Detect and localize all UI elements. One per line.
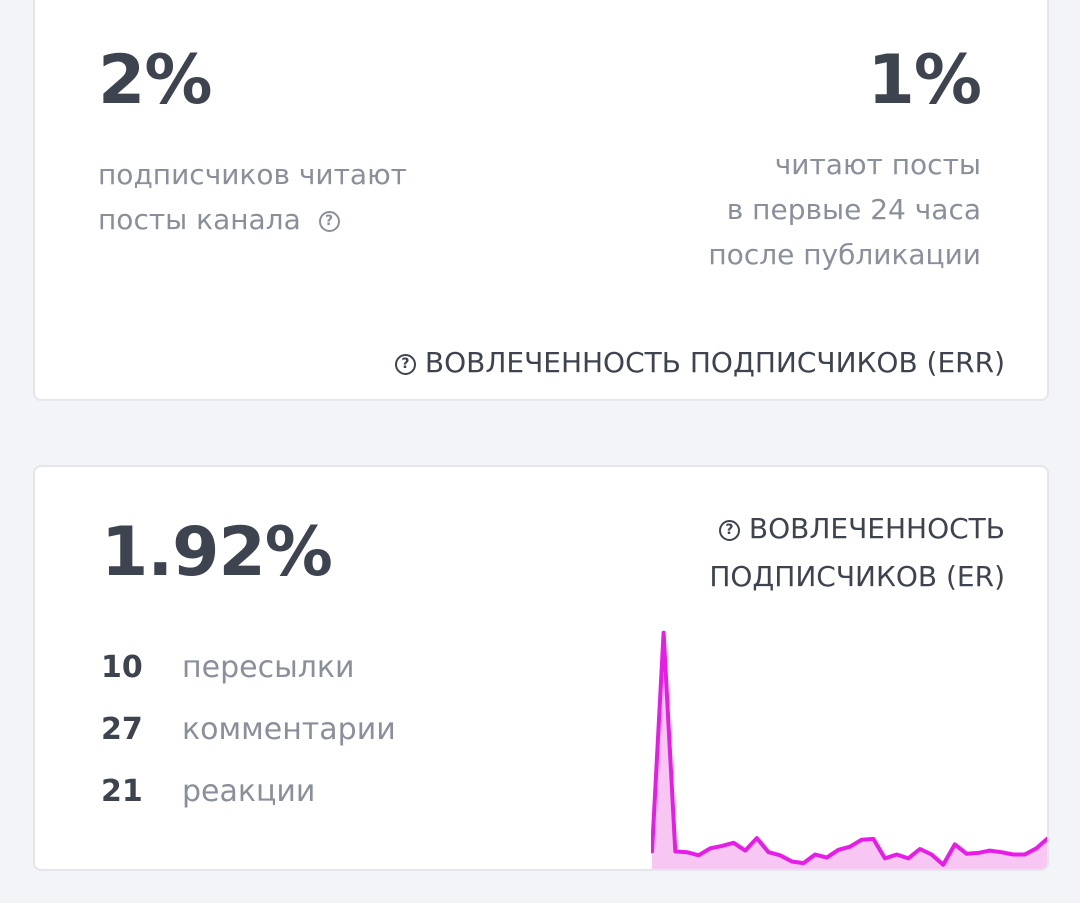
err-left-desc-line1: подписчиков читают — [98, 158, 407, 191]
stat-row-comments: 27 комментарии — [101, 710, 396, 750]
err-right-description: читают посты в первые 24 часа после публ… — [708, 142, 981, 277]
stat-reactions-label: реакции — [182, 774, 316, 809]
question-circle-icon[interactable]: ? — [394, 353, 416, 375]
stat-reactions-value: 21 — [101, 774, 143, 809]
stat-comments-value: 27 — [101, 712, 143, 747]
err-metric-title[interactable]: ? ВОВЛЕЧЕННОСТЬ ПОДПИСЧИКОВ (ERR) — [394, 339, 1005, 387]
err-card: 2% подписчиков читают посты канала ? 1% … — [33, 0, 1049, 401]
err-left-description: подписчиков читают посты канала ? — [98, 152, 407, 242]
err-right-desc-line2: в первые 24 часа — [726, 193, 981, 226]
question-circle-icon[interactable]: ? — [718, 519, 740, 541]
err-right-value: 1% — [867, 41, 982, 120]
stat-comments-label: комментарии — [182, 712, 396, 747]
er-value: 1.92% — [101, 513, 333, 592]
sparkline-line — [651, 630, 1047, 867]
question-circle-icon[interactable]: ? — [318, 210, 340, 232]
stat-forwards-value: 10 — [101, 650, 143, 685]
er-metric-title-line1: ? ВОВЛЕЧЕННОСТЬ — [709, 505, 1005, 553]
sparkline-area — [652, 632, 1047, 869]
err-left-desc-line2: посты канала ? — [98, 197, 407, 242]
er-card: 1.92% ? ВОВЛЕЧЕННОСТЬ ПОДПИСЧИКОВ (ER) 1… — [33, 465, 1049, 871]
stat-forwards-label: пересылки — [182, 650, 355, 685]
er-sparkline-chart — [651, 630, 1047, 869]
err-left-desc-line2-text: посты канала — [98, 203, 301, 236]
err-left-value: 2% — [98, 41, 212, 120]
er-metric-title-line2: ПОДПИСЧИКОВ (ER) — [709, 560, 1005, 593]
stat-row-reactions: 21 реакции — [101, 772, 315, 812]
err-metric-title-text: ВОВЛЕЧЕННОСТЬ ПОДПИСЧИКОВ (ERR) — [424, 346, 1005, 379]
stat-row-forwards: 10 пересылки — [101, 648, 355, 688]
err-right-desc-line1: читают посты — [774, 148, 981, 181]
er-metric-title-line1-text: ВОВЛЕЧЕННОСТЬ — [748, 512, 1005, 545]
er-metric-title[interactable]: ? ВОВЛЕЧЕННОСТЬ ПОДПИСЧИКОВ (ER) — [709, 505, 1005, 601]
err-right-desc-line3: после публикации — [708, 238, 981, 271]
